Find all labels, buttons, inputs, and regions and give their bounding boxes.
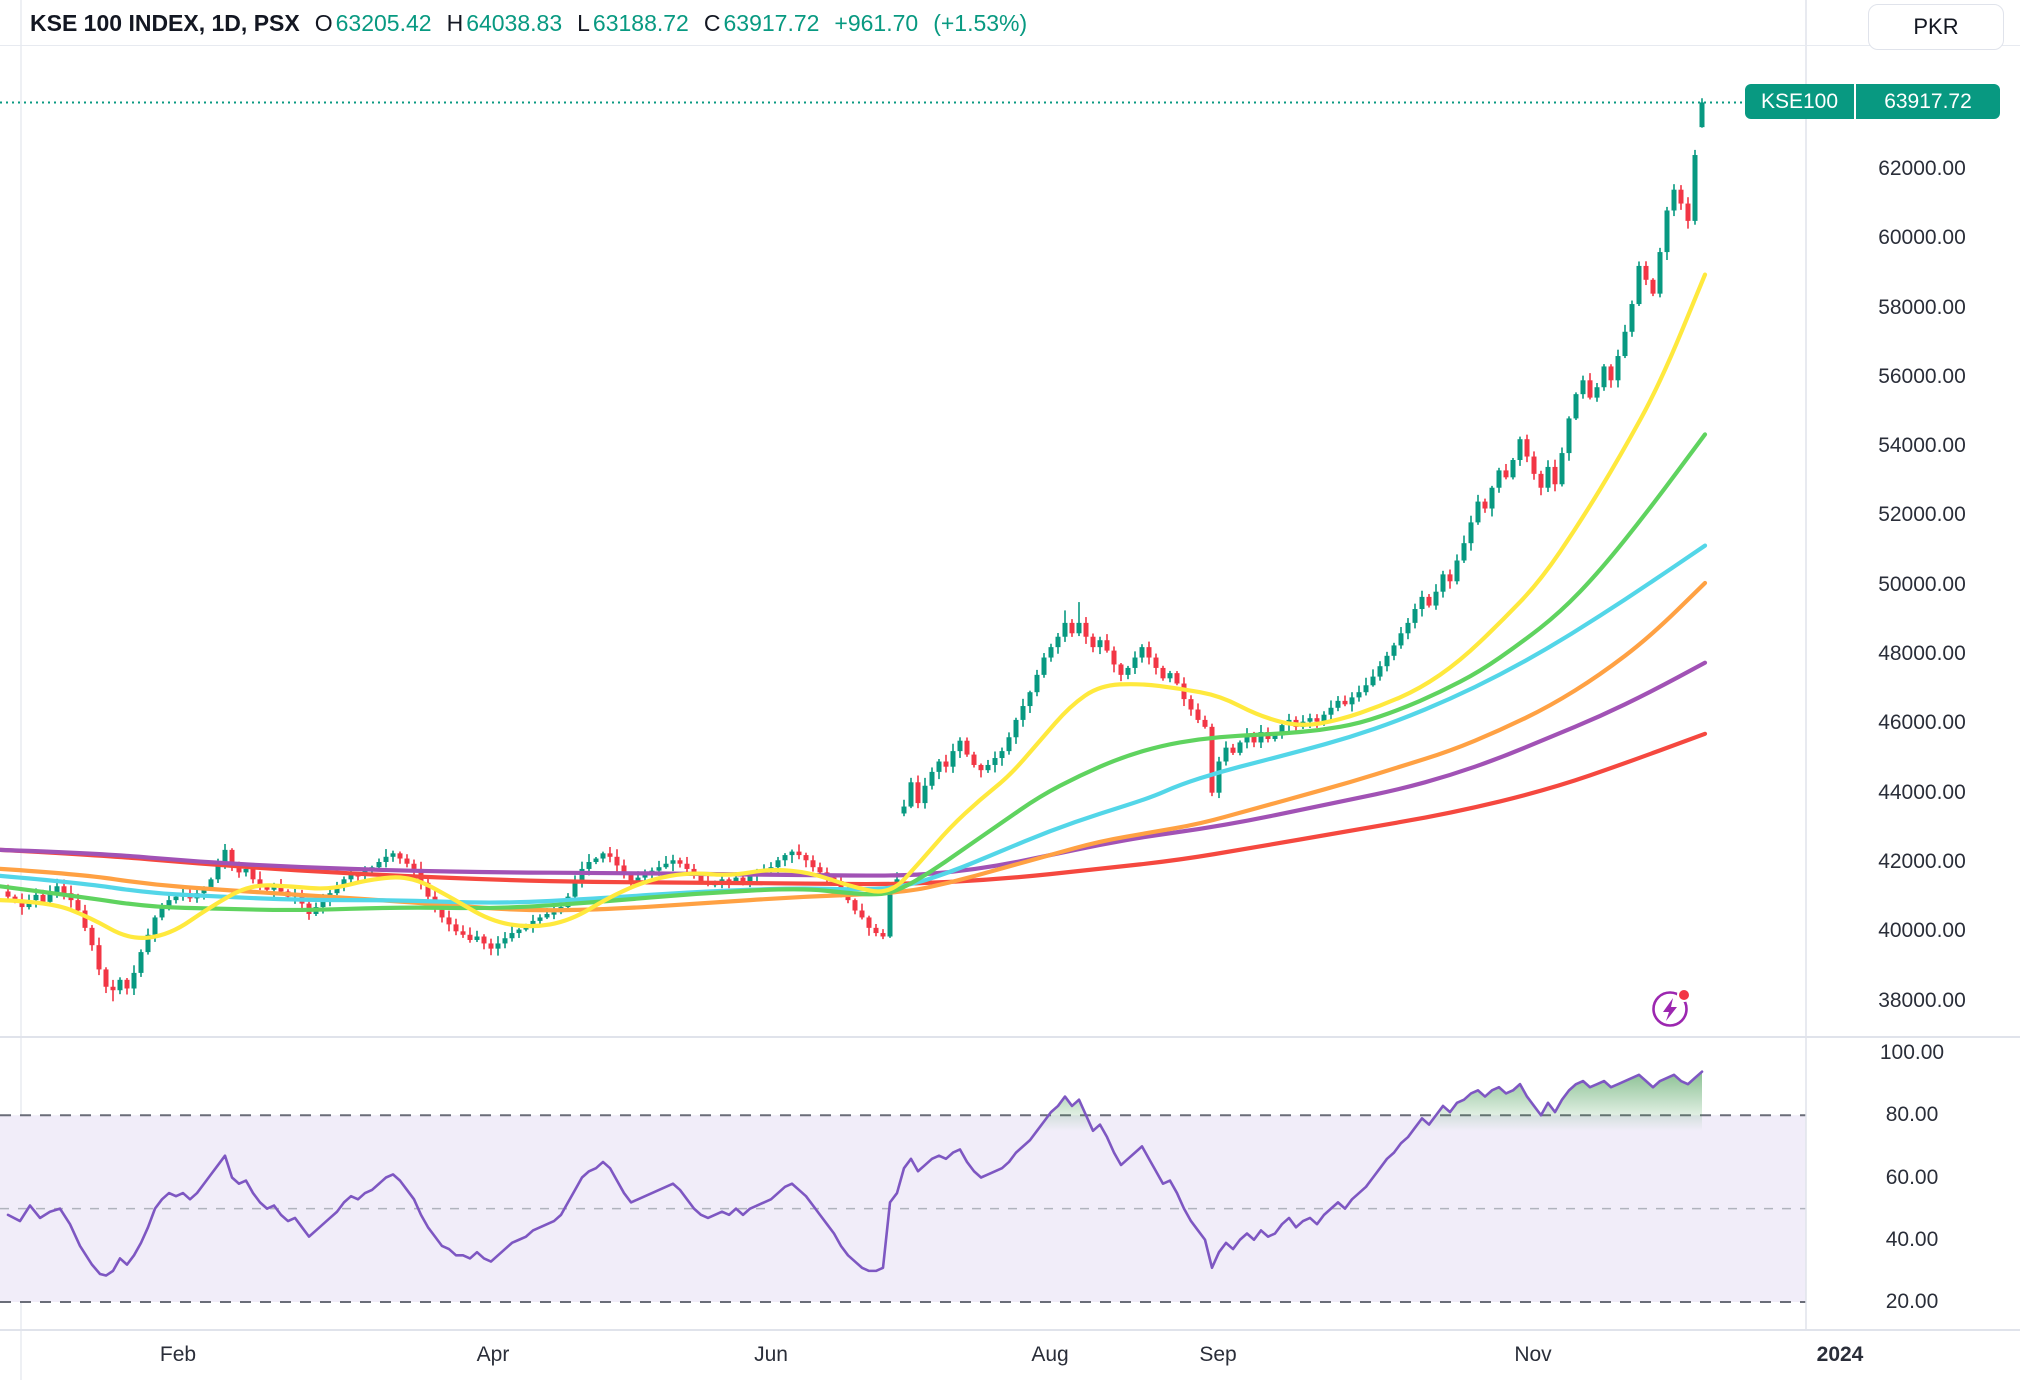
ohlc-close: C 63917.72 [704, 10, 820, 37]
change-value: +961.70 [834, 9, 919, 36]
ma-cyan [0, 543, 1708, 905]
change-percent: (+1.53%) [933, 9, 1028, 36]
price-axis-tick: 52000.00 [1878, 503, 1966, 527]
time-axis-label: Aug [1031, 1343, 1069, 1366]
rsi-axis-tick: 80.00 [1885, 1103, 1939, 1127]
header-divider [0, 45, 2020, 46]
time-axis-label: Nov [1514, 1343, 1552, 1366]
price-flag-value: 63917.72 [1884, 89, 1972, 113]
ma-red [0, 731, 1708, 887]
price-axis-tick: 42000.00 [1878, 850, 1966, 873]
ma-orange [0, 580, 1708, 913]
price-axis-tick: 40000.00 [1878, 919, 1966, 943]
flash-pattern-icon[interactable] [1652, 988, 1692, 1027]
close-value: 63917.72 [723, 9, 820, 36]
time-axis-label: Sep [1199, 1343, 1237, 1366]
ma-green [0, 432, 1708, 913]
open-label: O [314, 9, 333, 36]
price-axis-tick: 44000.00 [1878, 780, 1966, 804]
currency-button[interactable]: PKR [1868, 4, 2004, 50]
time-axis-label: Apr [476, 1343, 510, 1366]
ohlc-open: O 63205.42 [315, 10, 432, 37]
price-axis-tick: 38000.00 [1878, 988, 1966, 1012]
time-axis-label: Jun [754, 1343, 788, 1366]
price-axis-tick: 46000.00 [1878, 711, 1966, 735]
rsi-axis-tick: 20.00 [1885, 1290, 1939, 1313]
rsi-axis-tick: 40.00 [1885, 1227, 1939, 1251]
ohlc-high: H 64038.83 [447, 10, 563, 37]
rsi-axis-tick: 60.00 [1885, 1165, 1939, 1189]
price-axis-tick: 48000.00 [1878, 642, 1966, 666]
high-value: 64038.83 [466, 9, 563, 36]
price-axis-tick: 62000.00 [1878, 156, 1966, 180]
ohlc-low: L 63188.72 [577, 10, 689, 37]
chart-legend: KSE 100 INDEX, 1D, PSX O 63205.42 H 64038.… [30, 0, 1027, 46]
time-axis-label: 2024 [1816, 1343, 1864, 1366]
price-axis-tick: 60000.00 [1878, 226, 1966, 250]
close-label: C [703, 9, 721, 36]
open-value: 63205.42 [335, 9, 432, 36]
low-value: 63188.72 [592, 9, 689, 36]
price-axis-tick: 50000.00 [1878, 572, 1966, 596]
price-flag-symbol: KSE100 [1745, 84, 1856, 119]
price-axis-tick: 56000.00 [1878, 364, 1966, 388]
high-label: H [446, 9, 464, 36]
price-axis-tick: 58000.00 [1878, 295, 1966, 319]
ma-yellow [0, 272, 1708, 940]
candles [5, 98, 1705, 1002]
time-axis-label: Feb [159, 1343, 197, 1366]
ma-purple [0, 660, 1708, 878]
price-axis-tick: 54000.00 [1878, 434, 1966, 458]
symbol-title[interactable]: KSE 100 INDEX, 1D, PSX [30, 9, 300, 36]
low-label: L [577, 9, 590, 36]
current-price-flag: KSE100 63917.72 [1745, 84, 2000, 119]
rsi-axis-tick: 100.00 [1879, 1041, 1945, 1064]
